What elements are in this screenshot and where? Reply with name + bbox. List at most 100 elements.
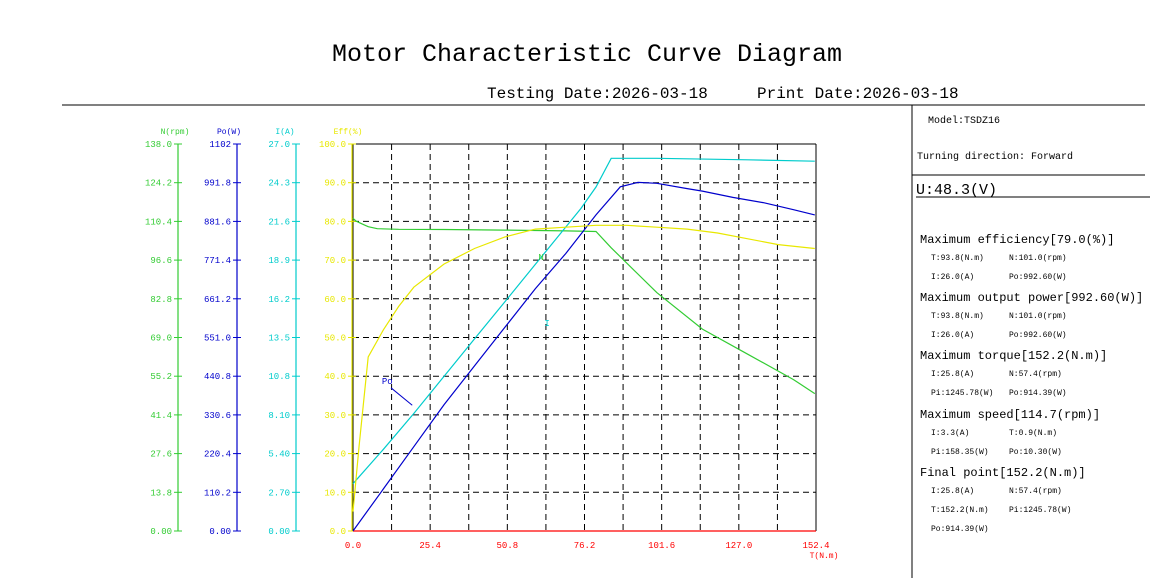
panel-section-value: I:25.8(A) xyxy=(931,370,974,379)
y-tick-label: 110.4 xyxy=(145,217,172,227)
panel-section-heading: Final point[152.2(N.m)] xyxy=(920,466,1086,480)
y-tick-label: 60.0 xyxy=(324,295,346,305)
panel-section-heading: Maximum efficiency[79.0(%)] xyxy=(920,233,1114,247)
y-tick-label: 80.0 xyxy=(324,217,346,227)
x-tick-label: 152.4 xyxy=(802,541,829,551)
x-tick-label: 101.6 xyxy=(648,541,675,551)
panel-section-value: N:101.0(rpm) xyxy=(1009,254,1067,263)
y-axis-label-eff: Eff(%) xyxy=(334,128,363,137)
y-tick-label: 13.5 xyxy=(268,334,290,344)
y-tick-label: 100.0 xyxy=(319,140,346,150)
panel-section-value: N:57.4(rpm) xyxy=(1009,487,1062,496)
chart: N(rpm) 0.00 13.8 27.6 41.4 55.2 69.0 82.8 96.6 11… xyxy=(145,128,838,561)
y-tick-label: 1102 xyxy=(209,140,231,150)
y-tick-label: 69.0 xyxy=(150,334,172,344)
y-tick-label: 40.0 xyxy=(324,372,346,382)
y-axis-label-po: Po(W) xyxy=(217,128,241,137)
x-axis: 0.0 25.4 50.8 76.2 101.6 127.0 152.4T(N.m) xyxy=(345,530,839,561)
y-tick-label: 110.2 xyxy=(204,488,231,498)
testing-date: Testing Date:2026-03-18 xyxy=(487,85,708,103)
y-tick-label: 13.8 xyxy=(150,488,172,498)
chart-annotations: Po I N xyxy=(382,253,550,406)
panel-section-value: Po:10.30(W) xyxy=(1009,448,1062,457)
panel-section-value: T:0.9(N.m) xyxy=(1009,429,1057,438)
y-tick-label: 27.6 xyxy=(150,450,172,460)
series-line-n xyxy=(352,217,816,395)
panel-section-value: Po:992.60(W) xyxy=(1009,273,1067,282)
x-tick-label: 127.0 xyxy=(725,541,752,551)
panel-section-value: N:57.4(rpm) xyxy=(1009,370,1062,379)
y-tick-label: 138.0 xyxy=(145,140,172,150)
panel-section-heading: Maximum output power[992.60(W)] xyxy=(920,291,1143,305)
x-axis-unit-label: T(N.m) xyxy=(810,552,839,561)
y-tick-label: 27.0 xyxy=(268,140,290,150)
y-tick-label: 10.8 xyxy=(268,372,290,382)
panel-section-value: Pi:1245.78(W) xyxy=(1009,506,1071,515)
y-tick-label: 90.0 xyxy=(324,179,346,189)
y-tick-label: 661.2 xyxy=(204,295,231,305)
y-axis-label-i: I(A) xyxy=(275,128,294,137)
panel-section-value: I:26.0(A) xyxy=(931,331,974,340)
print-date: Print Date:2026-03-18 xyxy=(757,85,959,103)
panel-section-value: I:25.8(A) xyxy=(931,487,974,496)
panel-section-value: N:101.0(rpm) xyxy=(1009,312,1067,321)
panel-section-value: I:26.0(A) xyxy=(931,273,974,282)
y-tick-label: 330.6 xyxy=(204,411,231,421)
panel-section-value: I:3.3(A) xyxy=(931,429,969,438)
y-tick-label: 24.3 xyxy=(268,179,290,189)
panel-section-value: Pi:158.35(W) xyxy=(931,448,989,457)
panel-section-value: T:93.8(N.m) xyxy=(931,254,984,263)
voltage-label: U:48.3(V) xyxy=(916,182,997,199)
y-tick-label: 82.8 xyxy=(150,295,172,305)
x-tick-label: 50.8 xyxy=(497,541,519,551)
y-tick-label: 220.4 xyxy=(204,450,231,460)
panel-section-value: Po:914.39(W) xyxy=(1009,389,1067,398)
y-tick-label: 2.70 xyxy=(268,488,290,498)
y-tick-label: 5.40 xyxy=(268,450,290,460)
po-annotation-pointer xyxy=(390,387,413,406)
y-tick-label: 0.0 xyxy=(330,527,346,537)
series-annotation: Po xyxy=(382,377,393,387)
panel-section-value: Po:992.60(W) xyxy=(1009,331,1067,340)
y-tick-label: 0.00 xyxy=(150,527,172,537)
y-tick-label: 8.10 xyxy=(268,411,290,421)
y-tick-label: 551.0 xyxy=(204,334,231,344)
y-tick-label: 96.6 xyxy=(150,256,172,266)
report-title: Motor Characteristic Curve Diagram xyxy=(332,40,842,69)
panel-section-value: T:152.2(N.m) xyxy=(931,506,989,515)
y-tick-label: 16.2 xyxy=(268,295,290,305)
y-tick-label: 124.2 xyxy=(145,179,172,189)
y-tick-label: 440.8 xyxy=(204,372,231,382)
y-tick-label: 41.4 xyxy=(150,411,172,421)
y-tick-label: 0.00 xyxy=(268,527,290,537)
series-line-eff xyxy=(352,224,815,512)
y-tick-label: 991.8 xyxy=(204,179,231,189)
panel-section-value: Pi:1245.78(W) xyxy=(931,389,993,398)
x-tick-label: 76.2 xyxy=(574,541,596,551)
series-line-i xyxy=(352,157,815,485)
panel-section-heading: Maximum torque[152.2(N.m)] xyxy=(920,349,1107,363)
y-tick-label: 70.0 xyxy=(324,256,346,266)
panel-sections: Maximum efficiency[79.0(%)] T:93.8(N.m) N:… xyxy=(920,233,1143,534)
side-panel: Model:TSDZ16 Turning direction: Forward … xyxy=(912,115,1150,534)
y-tick-label: 21.6 xyxy=(268,217,290,227)
y-tick-label: 771.4 xyxy=(204,256,231,266)
y-tick-label: 18.9 xyxy=(268,256,290,266)
y-tick-label: 10.0 xyxy=(324,488,346,498)
model-label: Model:TSDZ16 xyxy=(928,115,1000,127)
y-tick-label: 881.6 xyxy=(204,217,231,227)
chart-axes: N(rpm) 0.00 13.8 27.6 41.4 55.2 69.0 82.8 96.6 11… xyxy=(145,128,362,537)
panel-section-value: T:93.8(N.m) xyxy=(931,312,984,321)
x-tick-label: 25.4 xyxy=(419,541,441,551)
chart-grid xyxy=(352,143,817,531)
y-axis-label-n: N(rpm) xyxy=(161,128,190,137)
y-tick-label: 0.00 xyxy=(209,527,231,537)
series-line-po xyxy=(352,181,815,532)
x-tick-label: 0.0 xyxy=(345,541,361,551)
y-tick-label: 20.0 xyxy=(324,450,346,460)
y-tick-label: 55.2 xyxy=(150,372,172,382)
y-tick-label: 30.0 xyxy=(324,411,346,421)
panel-section-value: Po:914.39(W) xyxy=(931,525,989,534)
series-annotation: I xyxy=(544,319,549,329)
